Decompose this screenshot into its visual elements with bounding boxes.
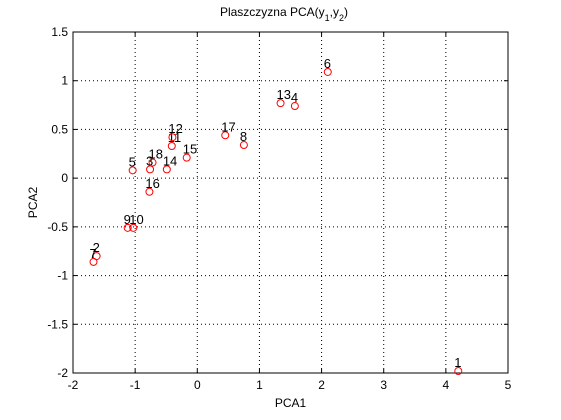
point-label: 7 bbox=[90, 246, 97, 261]
data-point bbox=[167, 141, 176, 150]
data-point bbox=[128, 166, 137, 175]
data-point bbox=[162, 165, 171, 174]
y-tick-label: -1 bbox=[57, 269, 68, 283]
x-tick-label: -1 bbox=[130, 378, 141, 392]
title-main: Plaszczyzna PCA(y bbox=[220, 5, 325, 19]
point-label: 12 bbox=[168, 121, 182, 136]
y-tick-label: 0 bbox=[61, 171, 68, 185]
x-tick-label: 3 bbox=[380, 378, 387, 392]
plot-frame bbox=[72, 31, 509, 374]
point-label: 14 bbox=[163, 153, 177, 168]
data-point bbox=[454, 367, 463, 376]
data-point bbox=[221, 131, 230, 140]
y-tick-label: 0.5 bbox=[51, 122, 68, 136]
point-label: 17 bbox=[221, 119, 235, 134]
title-sub2: 2 bbox=[339, 13, 344, 23]
data-point bbox=[290, 102, 299, 111]
point-label: 5 bbox=[129, 154, 136, 169]
y-tick-label: 1.5 bbox=[51, 25, 68, 39]
point-label: 15 bbox=[183, 142, 197, 157]
grid bbox=[73, 32, 508, 373]
title-sub1: 1 bbox=[325, 13, 330, 23]
data-point bbox=[129, 223, 138, 232]
x-tick-label: 0 bbox=[194, 378, 201, 392]
data-point bbox=[323, 67, 332, 76]
point-label: 2 bbox=[93, 240, 100, 255]
y-tick-label: -0.5 bbox=[47, 220, 68, 234]
x-tick-label: 4 bbox=[443, 378, 450, 392]
data-point bbox=[276, 99, 285, 108]
data-point bbox=[239, 141, 248, 150]
point-label: 18 bbox=[149, 147, 163, 162]
data-point bbox=[182, 153, 191, 162]
point-label: 16 bbox=[145, 176, 159, 191]
x-tick-label: 2 bbox=[318, 378, 325, 392]
y-tick-label: -2 bbox=[57, 366, 68, 380]
title-end: ) bbox=[344, 5, 348, 19]
y-axis-label: PCA2 bbox=[26, 187, 40, 219]
data-point bbox=[168, 133, 177, 142]
point-label: 9 bbox=[124, 212, 131, 227]
point-label: 1 bbox=[454, 355, 461, 370]
point-label: 6 bbox=[324, 56, 331, 71]
data-point bbox=[89, 257, 98, 266]
y-tick-label: -1.5 bbox=[47, 317, 68, 331]
data-point bbox=[146, 165, 155, 174]
data-point bbox=[145, 187, 154, 196]
point-label: 13 bbox=[277, 87, 291, 102]
x-tick-label: 5 bbox=[505, 378, 512, 392]
y-tick-label: 1 bbox=[61, 74, 68, 88]
title-mid: ,y bbox=[330, 5, 339, 19]
point-label: 8 bbox=[240, 129, 247, 144]
x-axis-label: PCA1 bbox=[275, 396, 307, 410]
chart-title: Plaszczyzna PCA(y1,y2) bbox=[220, 5, 348, 23]
data-point bbox=[148, 158, 157, 167]
point-label: 10 bbox=[129, 212, 143, 227]
ticks: -2 -1 0 1 2 3 4 5-2-1.5-1-0.500.511.5 bbox=[47, 25, 511, 392]
point-label: 4 bbox=[291, 90, 298, 105]
x-tick-label: 1 bbox=[256, 378, 263, 392]
data-point bbox=[123, 223, 132, 232]
x-tick-label: -2 bbox=[68, 378, 79, 392]
